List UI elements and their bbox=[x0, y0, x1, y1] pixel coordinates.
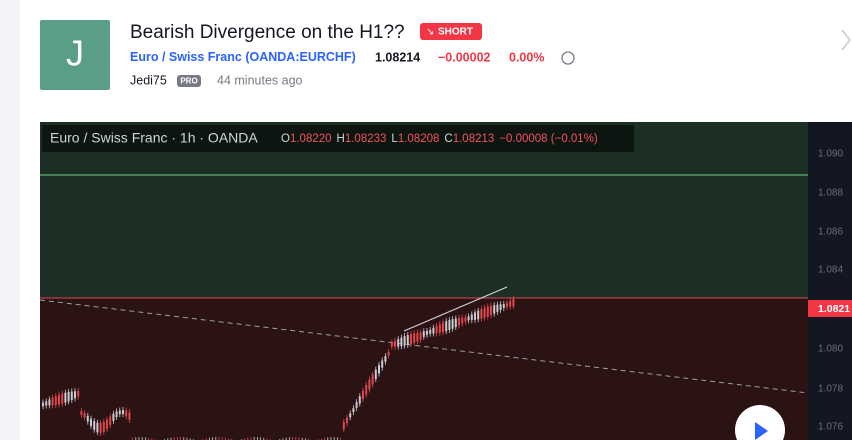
open: 1.08220 bbox=[290, 133, 332, 145]
idea-title[interactable]: Bearish Divergence on the H1?? bbox=[130, 22, 405, 43]
play-icon bbox=[755, 422, 768, 440]
axis-label: 1.086 bbox=[818, 227, 843, 238]
l-label: L bbox=[391, 133, 398, 145]
h-label: H bbox=[337, 133, 345, 145]
axis-labels: 1.090 1.088 1.086 1.084 1.080 1.078 1.076 bbox=[818, 149, 843, 433]
side-strip bbox=[0, 0, 20, 440]
o-label: O bbox=[281, 133, 290, 145]
chart-preview[interactable]: 1.0821 Euro / Swiss Franc · 1h · OANDA O… bbox=[39, 122, 852, 440]
short-badge bbox=[420, 23, 482, 40]
trendline bbox=[403, 286, 508, 332]
ticker[interactable]: (OANDA:EURCHF) bbox=[245, 50, 355, 64]
axis-label: 1.088 bbox=[818, 188, 843, 199]
badge-arrow: ↘ bbox=[426, 27, 434, 38]
axis-label: 1.080 bbox=[818, 344, 843, 355]
low: 1.08208 bbox=[398, 133, 440, 145]
axis-label: 1.076 bbox=[818, 422, 843, 433]
last-price: 1.0821 bbox=[818, 303, 850, 315]
alarm-icon[interactable] bbox=[561, 51, 575, 65]
axis-label: 1.090 bbox=[818, 149, 843, 160]
price-change: −0.00002 bbox=[438, 50, 491, 64]
play-button[interactable] bbox=[735, 405, 785, 440]
symbol[interactable]: Euro / Swiss Franc bbox=[130, 50, 242, 64]
ohlc: O1.08220 H1.08233 L1.08208 C1.08213 −0.00008… bbox=[281, 133, 598, 145]
last-price-tag bbox=[808, 300, 852, 317]
candles bbox=[42, 296, 515, 440]
close: 1.08213 bbox=[453, 133, 495, 145]
symbol-line[interactable]: Euro / Swiss Franc (OANDA:EURCHF) bbox=[130, 50, 356, 64]
axis-label: 1.084 bbox=[818, 265, 843, 276]
price-axis bbox=[808, 122, 852, 440]
high: 1.08233 bbox=[345, 133, 387, 145]
time-ago: 44 minutes ago bbox=[217, 73, 303, 87]
c-label: C bbox=[444, 133, 452, 145]
trend-dashed bbox=[39, 299, 809, 394]
author[interactable]: Jedi75 bbox=[130, 73, 167, 87]
chart-legend: Euro / Swiss Franc · 1h · OANDA bbox=[50, 130, 258, 146]
badge-text: SHORT bbox=[438, 27, 473, 38]
pro-badge bbox=[177, 75, 201, 87]
axis-label: 1.078 bbox=[818, 384, 843, 395]
pro-text: PRO bbox=[180, 77, 197, 86]
red-zone bbox=[40, 298, 808, 440]
price-change-pct: 0.00% bbox=[509, 50, 544, 64]
chart-change: −0.00008 (−0.01%) bbox=[499, 133, 598, 145]
avatar[interactable] bbox=[40, 20, 110, 90]
price: 1.08214 bbox=[375, 50, 420, 64]
legend-box bbox=[42, 125, 634, 152]
next-arrow[interactable] bbox=[841, 29, 851, 51]
avatar-letter: J bbox=[66, 33, 84, 74]
